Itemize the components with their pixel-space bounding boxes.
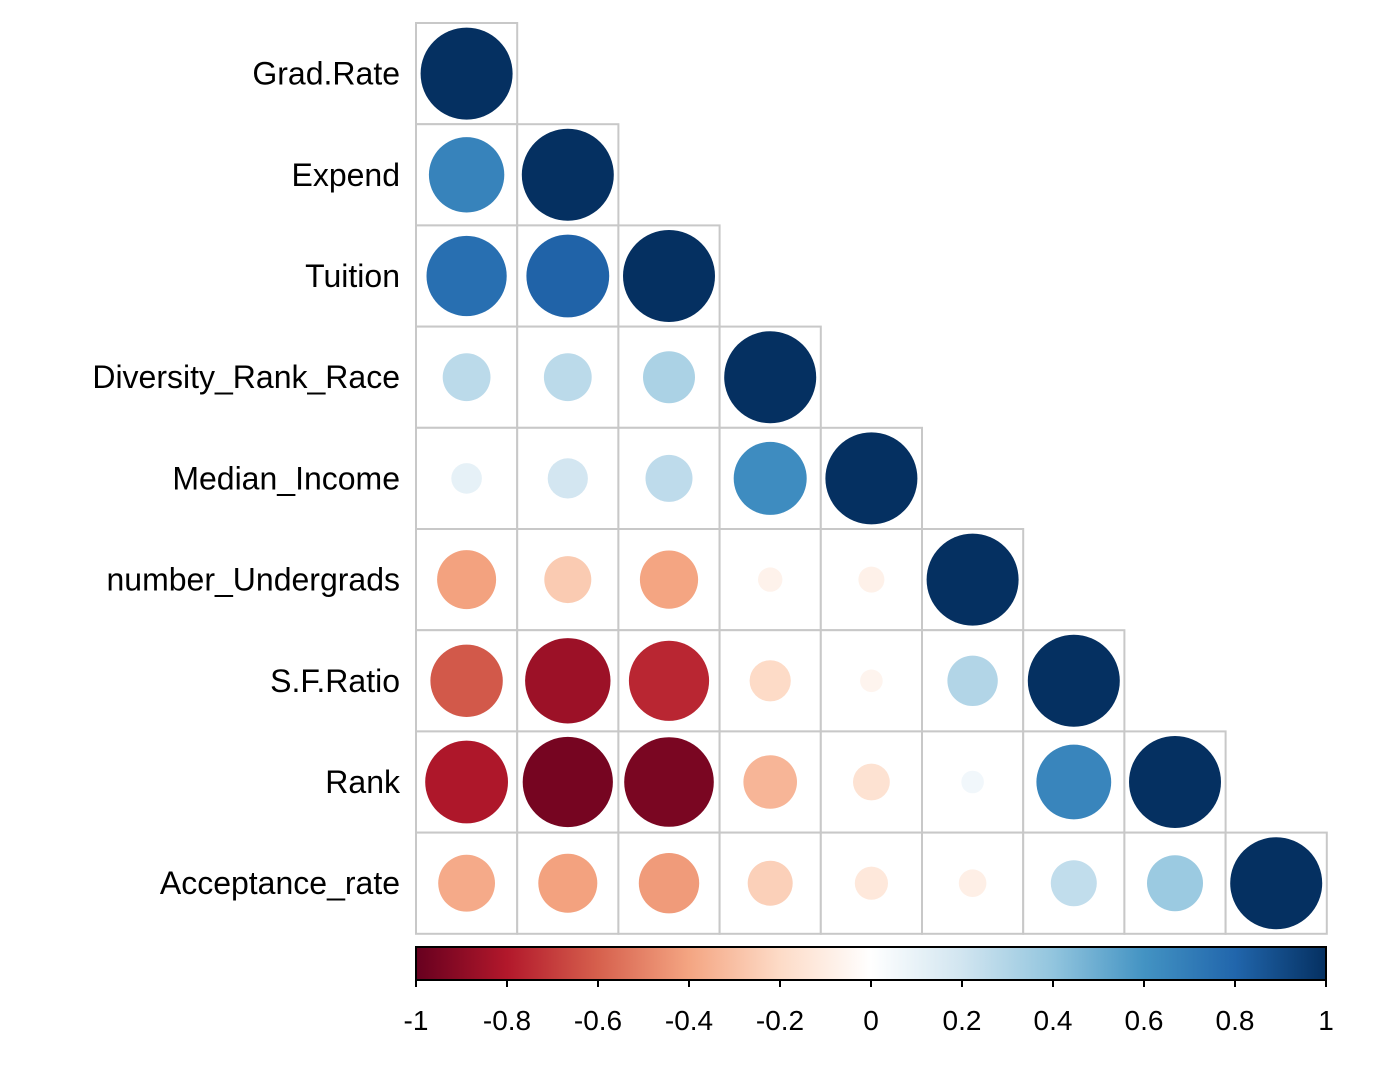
correlation-circle — [425, 740, 508, 824]
colorbar: -1 -0.8 -0.6 -0.4 -0.2 0 0.2 0.4 0.6 0.8 1 — [404, 946, 1334, 1036]
correlation-circle — [638, 853, 700, 914]
correlation-circle — [451, 463, 482, 494]
correlation-circle — [645, 454, 693, 502]
correlation-circle — [428, 137, 505, 213]
correlation-circle — [1027, 634, 1120, 727]
correlation-circle — [758, 567, 783, 592]
colorbar-tick-label: -0.4 — [665, 1005, 713, 1036]
colorbar-tick-label: 0.8 — [1216, 1005, 1255, 1036]
row-label: Expend — [291, 157, 400, 193]
correlation-circle — [853, 763, 890, 801]
row-label: Tuition — [305, 258, 400, 294]
row-label: number_Undergrads — [107, 562, 401, 598]
correlation-circle — [526, 234, 610, 318]
correlation-circle — [538, 853, 598, 913]
correlation-circle — [947, 655, 998, 706]
colorbar-tick-label: 0.2 — [943, 1005, 982, 1036]
correlation-circle — [1129, 736, 1221, 828]
correlation-circle — [438, 854, 495, 912]
correlation-circle — [749, 660, 791, 702]
row-label: Median_Income — [172, 460, 400, 496]
colorbar-tick-label: -1 — [404, 1005, 429, 1036]
correlation-circle — [547, 458, 588, 499]
colorbar-tick-label: -0.2 — [756, 1005, 804, 1036]
row-label: Rank — [325, 764, 401, 800]
matrix-cell — [819, 831, 923, 935]
matrix-cells — [415, 22, 1328, 935]
colorbar-tick-label: 0 — [863, 1005, 879, 1036]
correlation-circle — [522, 736, 613, 828]
correlation-circle — [1050, 860, 1097, 907]
correlation-circle — [860, 669, 883, 693]
matrix-cell — [516, 325, 620, 429]
correlation-circle — [639, 550, 699, 609]
colorbar-tick-label: 0.6 — [1125, 1005, 1164, 1036]
correlation-circle — [420, 27, 513, 120]
colorbar-gradient — [416, 947, 1326, 980]
row-label: Grad.Rate — [252, 56, 400, 92]
correlation-circle — [858, 566, 885, 593]
correlation-circle — [724, 331, 817, 424]
correlation-circle — [521, 128, 614, 221]
correlation-circle — [1036, 744, 1112, 820]
row-label: Diversity_Rank_Race — [92, 359, 400, 395]
matrix-cell — [617, 831, 721, 935]
correlation-circle — [430, 644, 503, 717]
correlation-circle — [543, 353, 592, 402]
correlation-circle — [643, 351, 695, 404]
row-label: Acceptance_rate — [160, 865, 400, 901]
correlation-circle — [624, 737, 714, 827]
correlation-circle — [958, 869, 987, 897]
colorbar-tick-label: 1 — [1318, 1005, 1334, 1036]
colorbar-tick-label: 0.4 — [1034, 1005, 1073, 1036]
row-labels: Grad.Rate Expend Tuition Diversity_Rank_Rac… — [92, 56, 401, 902]
correlation-circle — [825, 432, 918, 525]
correlation-circle — [623, 230, 715, 322]
row-label: S.F.Ratio — [270, 663, 400, 699]
correlation-circle — [1230, 837, 1323, 930]
colorbar-ticks: -1 -0.8 -0.6 -0.4 -0.2 0 0.2 0.4 0.6 0.8 1 — [404, 980, 1334, 1036]
correlation-circle — [525, 638, 611, 724]
correlation-circle — [733, 441, 807, 515]
correlation-circle — [854, 866, 889, 900]
correlation-circle — [926, 533, 1019, 626]
correlation-circle — [743, 755, 797, 809]
correlation-circle — [961, 770, 984, 794]
colorbar-tick-label: -0.8 — [483, 1005, 531, 1036]
correlation-circle — [437, 550, 497, 610]
correlation-circle — [426, 235, 507, 317]
correlation-circle — [747, 860, 793, 906]
correlation-circle — [544, 556, 592, 604]
correlation-circle — [442, 353, 491, 402]
correlation-circle — [1147, 855, 1203, 912]
colorbar-tick-label: -0.6 — [574, 1005, 622, 1036]
correlation-circle — [628, 640, 710, 721]
